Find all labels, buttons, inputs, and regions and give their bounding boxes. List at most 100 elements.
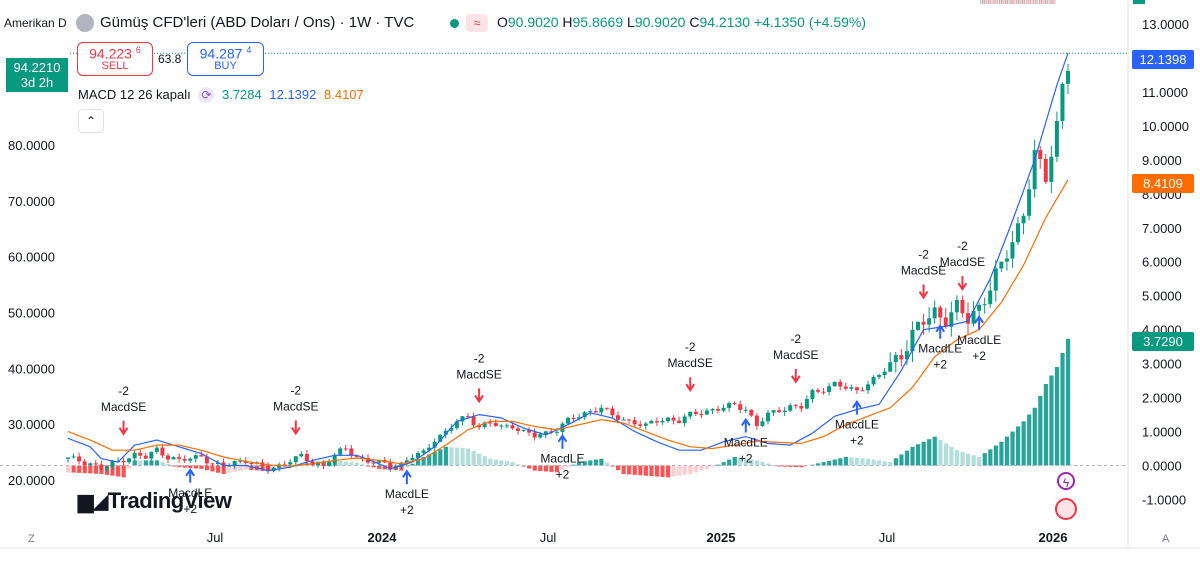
price-candle	[782, 406, 787, 416]
volume-strip-bar	[1048, 0, 1050, 4]
candle-body	[993, 268, 998, 291]
histogram-bar	[654, 465, 660, 477]
price-candle	[316, 462, 320, 469]
macd-axis-labels: -1.00000.00001.00002.00003.00004.00005.0…	[1142, 17, 1189, 507]
auto-scale-toggle[interactable]: A	[1162, 533, 1170, 545]
candle-body	[632, 420, 637, 425]
price-candle	[738, 400, 743, 414]
candle-body	[371, 462, 376, 464]
price-candle	[371, 459, 376, 466]
dividend-event-icon[interactable]: ϟ	[1057, 472, 1075, 490]
symbol-title[interactable]: Gümüş CFD'leri (ABD Doları / Ons) · 1W ·…	[100, 14, 415, 31]
histogram-bar	[432, 451, 437, 466]
candle-body	[860, 390, 865, 392]
histogram-bar	[1032, 407, 1037, 466]
histogram-bar	[421, 457, 426, 466]
spread-value: 63.8	[158, 52, 182, 66]
approx-data-icon[interactable]: ≈	[466, 14, 488, 32]
histogram-bar	[1010, 431, 1015, 466]
price-candle	[1038, 145, 1043, 169]
candle-body	[516, 428, 520, 431]
price-candle	[149, 451, 154, 463]
histogram-bar	[210, 465, 215, 472]
signal-type: MacdLE	[385, 487, 429, 501]
histogram-bar	[516, 464, 521, 466]
short-entry-signal: -2 MacdSE	[901, 248, 946, 300]
histogram-bar	[371, 465, 376, 468]
histogram-bar	[454, 447, 460, 466]
timezone-toggle[interactable]: Z	[28, 533, 35, 545]
candle-body	[627, 419, 632, 421]
price-candle	[671, 415, 676, 425]
macd-tick-label: 3.0000	[1142, 357, 1182, 372]
histogram-bar	[860, 458, 865, 466]
price-candle	[143, 452, 148, 460]
candle-body	[82, 461, 87, 466]
price-candle	[777, 407, 782, 414]
price-candle	[171, 456, 176, 460]
price-candles[interactable]	[66, 63, 1070, 474]
price-candle	[327, 459, 332, 467]
macd-tick-label: -1.0000	[1142, 492, 1186, 507]
price-candle	[1032, 139, 1037, 198]
candle-body	[688, 411, 693, 417]
volume-strip-bar	[1023, 0, 1026, 4]
sell-button[interactable]: 94.223 6 SELL	[77, 42, 153, 76]
price-candle	[793, 404, 798, 409]
histogram-bar	[632, 465, 637, 475]
collapse-legend-button[interactable]: ⌃	[78, 109, 104, 133]
histogram-bar	[982, 453, 987, 466]
histogram-bar	[88, 465, 93, 474]
histogram-bar	[110, 465, 115, 476]
candle-body	[460, 416, 465, 422]
price-candle	[760, 417, 765, 428]
candle-body	[404, 460, 409, 463]
price-candle	[749, 409, 754, 417]
volume-strip-bar	[981, 0, 984, 4]
histogram-bar	[938, 440, 943, 466]
economic-event-flag-icon[interactable]	[1055, 498, 1077, 520]
histogram-bar	[649, 465, 654, 477]
price-candle	[899, 348, 904, 367]
volume-strip-bar	[989, 0, 991, 4]
histogram-bar	[554, 465, 560, 473]
price-candle	[771, 409, 776, 416]
candle-body	[416, 452, 420, 458]
buy-button[interactable]: 94.287 4 BUY	[187, 42, 264, 76]
candle-body	[93, 463, 98, 465]
price-candle	[982, 297, 987, 314]
candle-body	[493, 422, 498, 426]
candle-body	[810, 390, 815, 400]
candle-body	[432, 441, 437, 448]
macd-legend[interactable]: MACD 12 26 kapalı ⟳ 3.7284 12.1392 8.410…	[78, 87, 364, 103]
histogram-bar	[782, 465, 787, 467]
candle-body	[466, 416, 470, 418]
short-entry-signal: -2 MacdSE	[773, 332, 818, 384]
candle-body	[366, 457, 370, 463]
candle-body	[438, 434, 443, 442]
refresh-icon[interactable]: ⟳	[198, 87, 215, 103]
histogram-bar	[793, 465, 798, 468]
volume-strip-bar	[1014, 0, 1016, 4]
candle-body	[349, 448, 354, 456]
candle-body	[127, 458, 132, 463]
macd-tick-label: 1.0000	[1142, 425, 1182, 440]
candle-body	[649, 421, 654, 424]
price-candle	[527, 427, 532, 436]
histogram-bar	[921, 441, 926, 466]
volume-strip-badge	[1133, 0, 1145, 4]
candle-body	[838, 381, 843, 387]
price-candle	[188, 457, 193, 463]
candle-body	[721, 407, 726, 411]
price-candle	[827, 383, 832, 396]
sell-price-small: 6	[135, 45, 141, 55]
price-candle	[954, 295, 959, 321]
signal-value-badge: 8.4109	[1132, 174, 1194, 193]
price-candle	[277, 462, 282, 472]
candle-body	[177, 457, 182, 459]
price-candle	[882, 368, 887, 379]
price-candle	[993, 260, 998, 302]
volume-strip-bar	[1046, 0, 1048, 4]
symbol-exchange-cut: Amerikan D	[4, 16, 67, 30]
